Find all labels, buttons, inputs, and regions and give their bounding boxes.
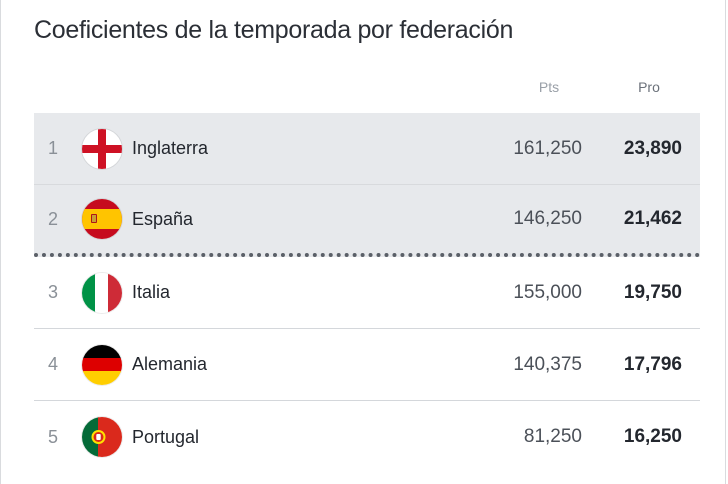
pro-value: 16,250 bbox=[623, 426, 682, 447]
italy-flag-icon bbox=[82, 272, 122, 313]
rank-number: 2 bbox=[48, 208, 59, 229]
column-header-pro[interactable]: Pro bbox=[638, 79, 660, 95]
pts-value: 146,250 bbox=[513, 208, 582, 229]
rank-number: 3 bbox=[48, 282, 59, 302]
federation-name: España bbox=[132, 208, 194, 229]
rank-number: 5 bbox=[48, 426, 59, 447]
page-title: Coeficientes de la temporada por federac… bbox=[34, 16, 514, 44]
pts-value: 140,375 bbox=[513, 353, 582, 375]
coefficients-table: 1 Inglaterra 161,250 23,890 2 bbox=[34, 113, 700, 473]
pts-value: 81,250 bbox=[523, 426, 582, 447]
germany-flag-icon bbox=[82, 344, 122, 385]
pro-value: 17,796 bbox=[623, 353, 682, 375]
column-header-pts[interactable]: Pts bbox=[538, 79, 560, 95]
rank-number: 1 bbox=[48, 138, 59, 158]
federation-name: Alemania bbox=[132, 354, 208, 374]
spain-flag-icon bbox=[82, 199, 122, 239]
rank-number: 4 bbox=[48, 354, 59, 374]
england-flag-icon bbox=[82, 128, 122, 169]
pro-value: 19,750 bbox=[623, 281, 682, 303]
pro-value: 23,890 bbox=[623, 137, 682, 159]
portugal-flag-icon bbox=[82, 417, 122, 457]
table-row[interactable]: 3 Italia 155,000 19,750 bbox=[34, 257, 700, 329]
federation-name: Italia bbox=[132, 282, 171, 302]
pts-value: 161,250 bbox=[513, 137, 582, 159]
table-row[interactable]: 2 España 146,250 21,462 bbox=[34, 185, 700, 257]
federation-name: Portugal bbox=[132, 426, 200, 447]
table-row[interactable]: 1 Inglaterra 161,250 23,890 bbox=[34, 113, 700, 185]
federation-name: Inglaterra bbox=[132, 138, 209, 158]
table-row[interactable]: 5 Portugal 81,250 16,250 bbox=[34, 401, 700, 473]
pro-value: 21,462 bbox=[623, 208, 682, 229]
pts-value: 155,000 bbox=[513, 281, 582, 303]
table-row[interactable]: 4 Alemania 140,375 17,796 bbox=[34, 329, 700, 401]
